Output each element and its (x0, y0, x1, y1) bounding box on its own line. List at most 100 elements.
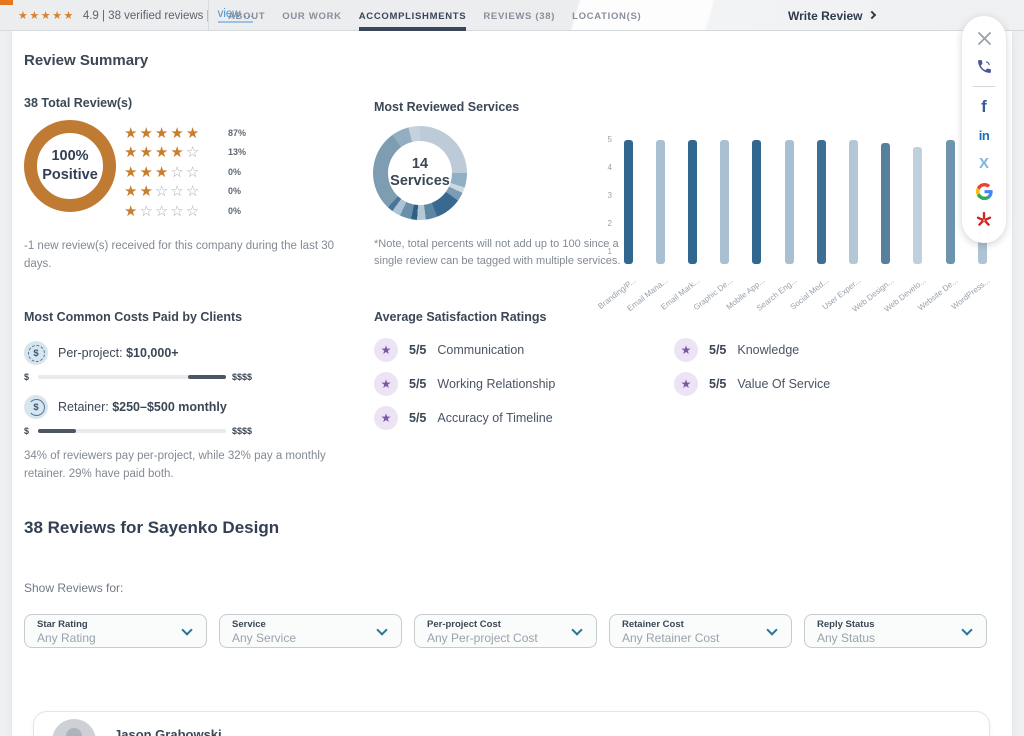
satisfaction-item-value-of-service: ★ 5/5 Value Of Service (674, 372, 830, 396)
filter-per-project-cost[interactable]: Per-project Cost Any Per-project Cost (414, 614, 597, 648)
per-project-slider-max: $$$$ (232, 372, 253, 382)
breakdown-stars-icon: ★★★★★ (124, 124, 202, 142)
linkedin-icon[interactable]: in (978, 127, 990, 143)
donut-center-label: Services (390, 173, 450, 189)
google-icon[interactable] (972, 180, 996, 202)
social-divider (973, 86, 995, 87)
filter-label: Per-project Cost (427, 619, 501, 630)
star-breakdown: ★★★★★ 87% ★★★★☆ 13% ★★★☆☆ 0% ★★☆☆☆ 0% ★☆☆☆☆ 0% (124, 123, 246, 221)
chevron-right-icon (868, 10, 877, 20)
page-title: Review Summary (24, 52, 149, 69)
filter-label: Service (232, 619, 266, 630)
view-reviews-link[interactable]: view ... (217, 8, 254, 23)
filter-retainer-cost[interactable]: Retainer Cost Any Retainer Cost (609, 614, 792, 648)
chevron-down-icon (766, 624, 778, 636)
satisfaction-label: Accuracy of Timeline (437, 411, 553, 425)
filter-value: Any Retainer Cost (622, 631, 720, 645)
retainer-cost-icon: $ (24, 395, 48, 419)
x-icon[interactable]: X (978, 154, 989, 172)
bar-search-eng- (784, 139, 794, 264)
breakdown-stars-icon: ★★☆☆☆ (124, 183, 202, 201)
y-axis-tick: 3 (607, 191, 612, 200)
breakdown-percent: 0% (228, 166, 242, 177)
rating-summary: ★★★★★ 4.9 | 38 verified reviews | view .… (18, 0, 254, 31)
per-project-value: $10,000+ (126, 346, 179, 360)
chevron-down-icon (961, 624, 973, 636)
bar-user-exper- (848, 139, 858, 264)
facebook-icon[interactable]: f (981, 97, 987, 116)
star-badge-icon: ★ (374, 372, 398, 396)
donut-center-number: 14 (411, 156, 429, 173)
satisfaction-score: 5/5 (709, 377, 727, 391)
nav-tabs: ABOUT OUR WORK ACCOMPLISHMENTS REVIEWS (38)… (228, 0, 641, 31)
star-badge-icon: ★ (674, 338, 698, 362)
satisfaction-item-accuracy-of-timeline: ★ 5/5 Accuracy of Timeline (374, 406, 555, 430)
breakdown-percent: 87% (228, 127, 247, 138)
tab-reviews-38-[interactable]: REVIEWS (38) (483, 11, 556, 22)
chevron-down-icon (181, 624, 193, 636)
bar-branding-p- (623, 139, 633, 264)
breakdown-row-4-star: ★★★★☆ 13% (124, 143, 246, 163)
filter-label: Star Rating (37, 619, 88, 630)
filter-reply-status[interactable]: Reply Status Any Status (804, 614, 987, 648)
retainer-value: $250–$500 monthly (112, 400, 227, 414)
review-card: Jason Grabowski (33, 711, 990, 736)
positive-ring: 100% Positive (24, 120, 116, 212)
close-icon[interactable] (972, 27, 996, 49)
retainer-slider (38, 429, 226, 433)
per-project-label: Per-project: $10,000+ (58, 346, 179, 360)
services-heading: Most Reviewed Services (374, 100, 520, 114)
tab-about[interactable]: ABOUT (228, 11, 266, 22)
bar-email-mana- (655, 139, 665, 264)
satisfaction-label: Knowledge (737, 343, 800, 357)
recent-reviews-note: -1 new review(s) received for this compa… (24, 240, 335, 270)
costs-heading: Most Common Costs Paid by Clients (24, 310, 243, 324)
tab-our-work[interactable]: OUR WORK (282, 11, 342, 22)
reviewer-name: Jason Grabowski (114, 727, 222, 736)
bar-graphic-de- (720, 139, 730, 264)
breakdown-row-1-star: ★☆☆☆☆ 0% (124, 201, 246, 221)
yelp-icon[interactable] (972, 208, 996, 230)
filter-star-rating[interactable]: Star Rating Any Rating (24, 614, 207, 648)
satisfaction-score: 5/5 (409, 343, 427, 357)
breakdown-percent: 13% (228, 147, 247, 158)
tab-location-s-[interactable]: LOCATION(S) (572, 11, 642, 22)
breakdown-row-3-star: ★★★☆☆ 0% (124, 162, 246, 182)
filter-service[interactable]: Service Any Service (219, 614, 402, 648)
star-badge-icon: ★ (374, 406, 398, 430)
social-share-rail: f in X (962, 16, 1006, 243)
satisfaction-item-knowledge: ★ 5/5 Knowledge (674, 338, 830, 362)
bar-mobile-app- (752, 139, 762, 264)
filter-value: Any Service (232, 631, 297, 645)
satisfaction-heading: Average Satisfaction Ratings (374, 310, 547, 324)
total-reviews-heading: 38 Total Review(s) (24, 96, 133, 110)
chevron-down-icon (571, 624, 583, 636)
rating-stars-icon: ★★★★★ (18, 10, 75, 22)
donut-center: 14 Services (388, 141, 452, 205)
tab-accomplishments[interactable]: ACCOMPLISHMENTS (358, 0, 467, 31)
star-badge-icon: ★ (374, 338, 398, 362)
per-project-cost-icon: $ (24, 341, 48, 365)
breakdown-stars-icon: ★★★★☆ (124, 144, 202, 162)
x-axis-label: WordPress... (949, 276, 992, 312)
write-review-button[interactable]: Write Review (788, 0, 877, 31)
satisfaction-label: Value Of Service (737, 377, 831, 391)
breakdown-stars-icon: ★☆☆☆☆ (124, 202, 202, 220)
positive-percent: 100% (51, 148, 89, 165)
chevron-down-icon (376, 624, 388, 636)
retainer-slider-fill (38, 429, 76, 433)
reviews-heading: 38 Reviews for Sayenko Design (24, 518, 280, 537)
bar-web-design- (881, 142, 891, 264)
filter-label: Reply Status (817, 619, 875, 630)
per-project-slider (38, 375, 226, 379)
satisfaction-label: Working Relationship (437, 377, 556, 391)
filter-value: Any Status (817, 631, 876, 645)
write-review-label: Write Review (788, 8, 863, 23)
breakdown-percent: 0% (228, 186, 242, 197)
phone-icon[interactable] (972, 55, 996, 77)
bar-social-med- (816, 139, 826, 264)
satisfaction-item-working-relationship: ★ 5/5 Working Relationship (374, 372, 555, 396)
positive-label: Positive (42, 167, 98, 183)
logo-corner-accent (0, 0, 13, 5)
satisfaction-score: 5/5 (409, 411, 427, 425)
